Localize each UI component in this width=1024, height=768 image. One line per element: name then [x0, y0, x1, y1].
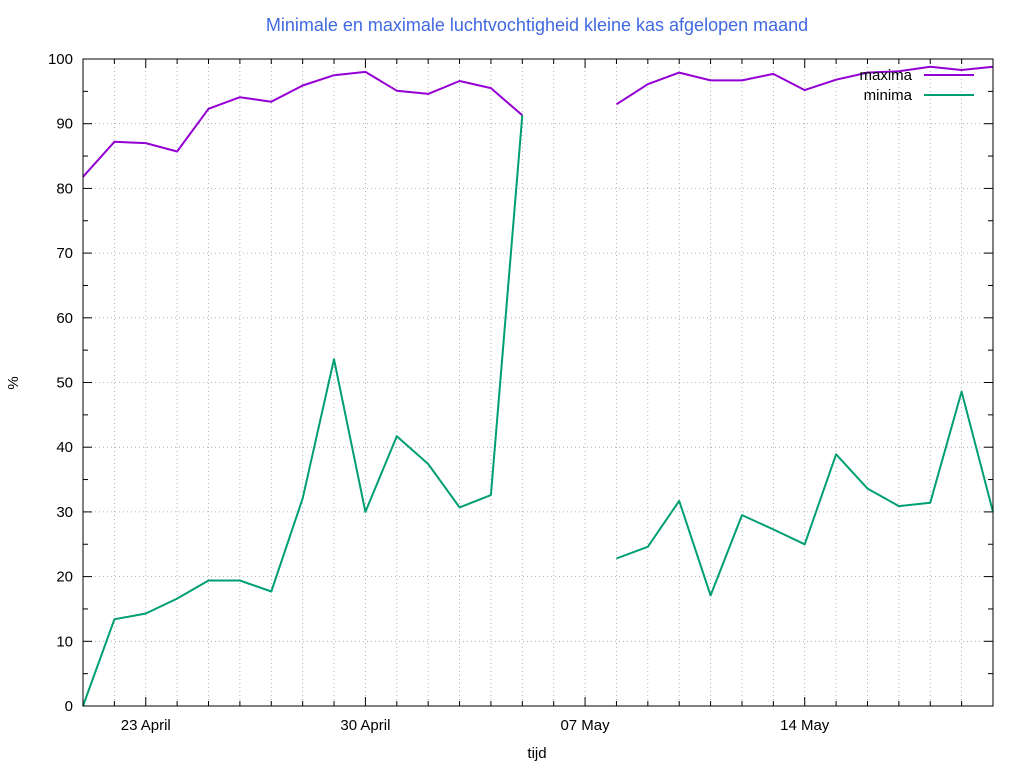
series-line-maxima: [82, 65, 994, 178]
y-tick-label: 90: [56, 116, 73, 133]
ticks: 0 10 20 30 40 50 60 70 80 90 100 23 April 30 April 07…: [48, 51, 993, 734]
y-tick-label: 30: [56, 504, 73, 521]
legend-label-minima: minima: [864, 87, 913, 104]
grid: [83, 59, 993, 706]
x-tick-label: 14 May: [780, 717, 830, 734]
y-tick-label: 100: [48, 51, 73, 68]
chart-title: Minimale en maximale luchtvochtigheid kl…: [266, 15, 808, 35]
y-tick-label: 50: [56, 375, 73, 392]
plot-border: [82, 58, 994, 707]
series-line-minima: [82, 115, 994, 707]
x-tick-label: 30 April: [340, 717, 390, 734]
legend: maxima minima: [859, 67, 974, 104]
y-tick-label: 80: [56, 180, 73, 197]
x-axis-label: tijd: [527, 745, 546, 762]
y-axis-label: %: [5, 376, 22, 389]
y-tick-label: 10: [56, 633, 73, 650]
x-tick-label: 23 April: [121, 717, 171, 734]
y-tick-label: 60: [56, 310, 73, 327]
series-layer: [82, 65, 994, 707]
y-tick-label: 0: [65, 698, 73, 715]
y-tick-label: 20: [56, 569, 73, 586]
x-tick-label: 07 May: [560, 717, 610, 734]
legend-label-maxima: maxima: [859, 67, 912, 84]
y-tick-label: 40: [56, 439, 73, 456]
y-tick-label: 70: [56, 245, 73, 262]
